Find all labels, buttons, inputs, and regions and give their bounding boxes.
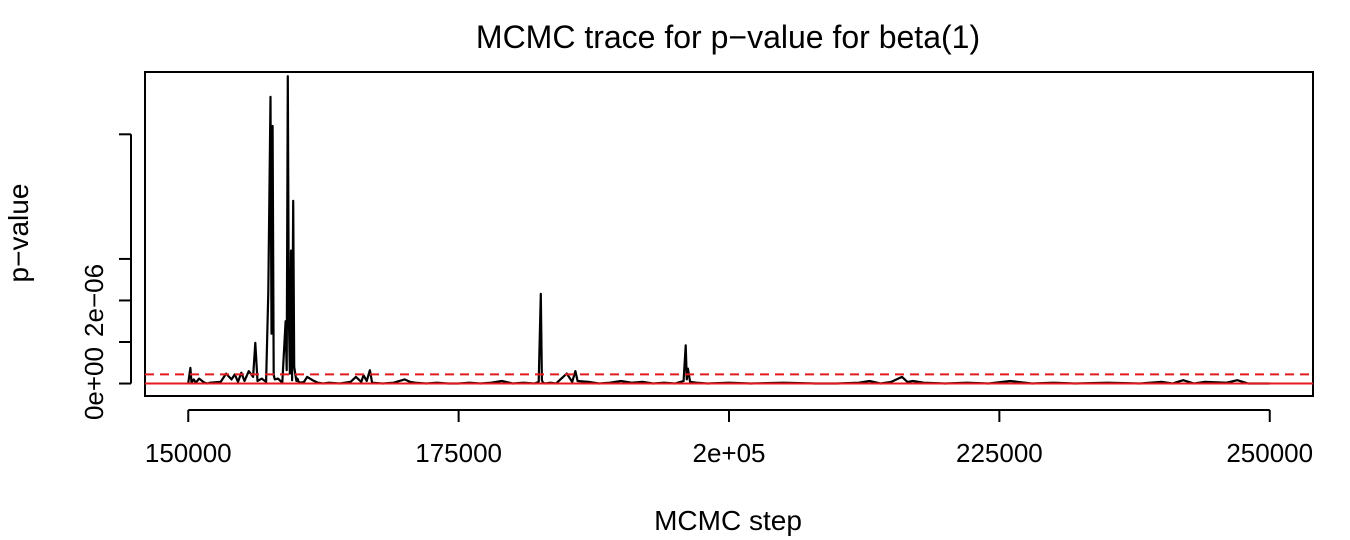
plot-area: 150000 175000 2e+05 225000 250000 0e+00 2e−06 xyxy=(79,75,1313,468)
y-axis-label: p−value xyxy=(3,184,34,283)
trace-line-0 xyxy=(187,75,1270,385)
x-tick-label-0: 150000 xyxy=(145,438,232,468)
plot-frame xyxy=(144,71,1314,397)
x-axis-label: MCMC step xyxy=(654,505,802,536)
chart-title: MCMC trace for p−value for beta(1) xyxy=(476,19,980,55)
x-tick-label-1: 175000 xyxy=(415,438,502,468)
x-tick-label-4: 250000 xyxy=(1226,438,1313,468)
x-tick-label-3: 225000 xyxy=(956,438,1043,468)
y-tick-label-0: 0e+00 xyxy=(79,347,109,420)
x-tick-label-2: 2e+05 xyxy=(692,438,765,468)
y-tick-label-2: 2e−06 xyxy=(79,264,109,337)
